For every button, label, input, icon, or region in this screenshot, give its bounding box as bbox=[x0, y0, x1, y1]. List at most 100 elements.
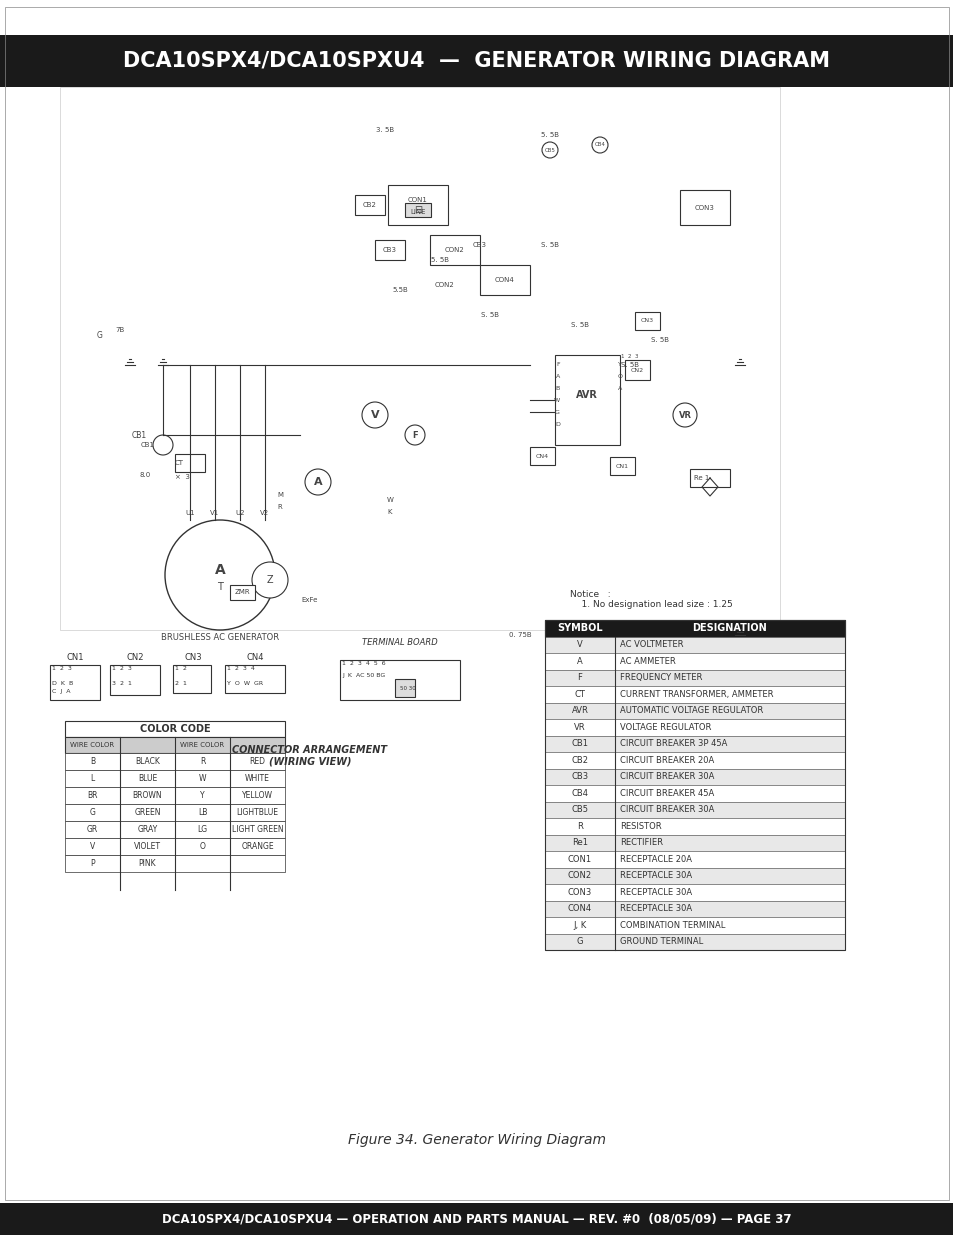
Text: LINE: LINE bbox=[410, 209, 425, 215]
Bar bbox=[110, 664, 160, 695]
Bar bbox=[544, 669, 844, 685]
Text: CURRENT TRANSFORMER, AMMETER: CURRENT TRANSFORMER, AMMETER bbox=[619, 690, 773, 699]
Text: RECEPTACLE 30A: RECEPTACLE 30A bbox=[619, 904, 691, 913]
Bar bbox=[65, 821, 285, 839]
Text: ORANGE: ORANGE bbox=[241, 842, 274, 851]
Text: CB4: CB4 bbox=[571, 789, 588, 798]
Bar bbox=[174, 454, 205, 472]
Text: CB5: CB5 bbox=[544, 147, 555, 152]
Text: 2  1: 2 1 bbox=[174, 680, 187, 685]
Text: YELLOW: YELLOW bbox=[242, 790, 273, 800]
Text: Z: Z bbox=[267, 576, 273, 585]
Text: 7B: 7B bbox=[115, 327, 125, 333]
Text: 50 30: 50 30 bbox=[399, 685, 416, 692]
Text: V1: V1 bbox=[211, 510, 219, 516]
Text: WIRE COLOR: WIRE COLOR bbox=[180, 742, 224, 748]
Bar bbox=[375, 240, 405, 261]
Text: B: B bbox=[90, 757, 95, 766]
Text: L: L bbox=[91, 774, 94, 783]
Text: 8.0: 8.0 bbox=[139, 472, 151, 478]
Bar bbox=[544, 918, 844, 934]
Bar bbox=[544, 636, 844, 653]
Text: J  K  AC 50 BG: J K AC 50 BG bbox=[341, 673, 385, 678]
Text: RECEPTACLE 20A: RECEPTACLE 20A bbox=[619, 855, 691, 863]
Text: BLUE: BLUE bbox=[138, 774, 157, 783]
Text: M: M bbox=[276, 492, 283, 498]
Bar bbox=[339, 659, 459, 700]
Text: S. 5B: S. 5B bbox=[540, 242, 558, 248]
Text: T: T bbox=[217, 582, 223, 592]
Text: S. 5B: S. 5B bbox=[480, 312, 498, 317]
Bar bbox=[544, 736, 844, 752]
Bar bbox=[0, 35, 953, 86]
Text: CIRCUIT BREAKER 30A: CIRCUIT BREAKER 30A bbox=[619, 772, 714, 782]
Text: S. 5B: S. 5B bbox=[620, 362, 639, 368]
Bar bbox=[395, 679, 415, 697]
Text: RESISTOR: RESISTOR bbox=[619, 821, 661, 831]
Text: A: A bbox=[214, 563, 225, 577]
Bar bbox=[65, 769, 285, 787]
Text: 1  2  3  4  5  6: 1 2 3 4 5 6 bbox=[341, 661, 385, 666]
Text: CIRCUIT BREAKER 45A: CIRCUIT BREAKER 45A bbox=[619, 789, 714, 798]
Bar bbox=[479, 266, 530, 295]
Text: W: W bbox=[386, 496, 393, 503]
Bar bbox=[65, 804, 285, 821]
Text: 1  2  3: 1 2 3 bbox=[112, 666, 132, 671]
Text: AVR: AVR bbox=[571, 706, 588, 715]
Text: CB3: CB3 bbox=[473, 242, 486, 248]
Bar bbox=[65, 721, 285, 737]
Text: CIRCUIT BREAKER 20A: CIRCUIT BREAKER 20A bbox=[619, 756, 714, 764]
Bar bbox=[544, 620, 844, 950]
Bar bbox=[544, 851, 844, 867]
Text: 5.5B: 5.5B bbox=[392, 287, 408, 293]
Circle shape bbox=[361, 403, 388, 429]
Text: CON3: CON3 bbox=[567, 888, 592, 897]
Text: A: A bbox=[577, 657, 582, 666]
Bar bbox=[405, 203, 431, 217]
Text: VOLTAGE REGULATOR: VOLTAGE REGULATOR bbox=[619, 722, 711, 732]
Text: CONNECTOR ARRANGEMENT
(WIRING VIEW): CONNECTOR ARRANGEMENT (WIRING VIEW) bbox=[233, 745, 387, 767]
Text: CT: CT bbox=[574, 690, 585, 699]
Text: CB4: CB4 bbox=[594, 142, 605, 147]
Text: CIRCUIT BREAKER 30A: CIRCUIT BREAKER 30A bbox=[619, 805, 714, 814]
Text: CB5: CB5 bbox=[571, 805, 588, 814]
Text: V: V bbox=[371, 410, 379, 420]
Text: CB1: CB1 bbox=[141, 442, 154, 448]
Bar bbox=[544, 867, 844, 884]
Text: AUTOMATIC VOLTAGE REGULATOR: AUTOMATIC VOLTAGE REGULATOR bbox=[619, 706, 762, 715]
Text: CB2: CB2 bbox=[571, 756, 588, 764]
Bar bbox=[544, 752, 844, 768]
Text: V2: V2 bbox=[260, 510, 270, 516]
Text: O: O bbox=[618, 374, 622, 379]
Bar bbox=[530, 447, 555, 466]
Text: 1  2  3: 1 2 3 bbox=[52, 666, 71, 671]
Text: J, K: J, K bbox=[573, 921, 586, 930]
Bar bbox=[388, 185, 448, 225]
Bar bbox=[544, 768, 844, 785]
Bar bbox=[544, 802, 844, 818]
Text: CT: CT bbox=[174, 459, 184, 466]
Text: CN1: CN1 bbox=[615, 463, 628, 468]
Bar bbox=[544, 719, 844, 736]
Text: LIGHT GREEN: LIGHT GREEN bbox=[232, 825, 283, 834]
Bar bbox=[624, 359, 649, 380]
Text: U2: U2 bbox=[235, 510, 245, 516]
Text: D  K  B: D K B bbox=[52, 680, 73, 685]
Text: CIRCUIT BREAKER 3P 45A: CIRCUIT BREAKER 3P 45A bbox=[619, 740, 726, 748]
Text: 1  2  3: 1 2 3 bbox=[620, 354, 639, 359]
Text: 0. 75B: 0. 75B bbox=[508, 632, 531, 638]
Text: VR: VR bbox=[574, 722, 585, 732]
Text: Y: Y bbox=[200, 790, 205, 800]
Text: SYMBOL: SYMBOL bbox=[557, 624, 602, 634]
Text: 5. 5B: 5. 5B bbox=[540, 132, 558, 138]
Bar bbox=[544, 884, 844, 900]
Text: GR: GR bbox=[87, 825, 98, 834]
Text: G: G bbox=[555, 410, 559, 415]
Bar bbox=[65, 753, 285, 769]
Text: BR: BR bbox=[87, 790, 97, 800]
Text: BROWN: BROWN bbox=[132, 790, 162, 800]
Text: AC AMMETER: AC AMMETER bbox=[619, 657, 675, 666]
Bar bbox=[50, 664, 100, 700]
Text: TERMINAL BOARD: TERMINAL BOARD bbox=[362, 638, 437, 647]
Text: G: G bbox=[90, 808, 95, 818]
